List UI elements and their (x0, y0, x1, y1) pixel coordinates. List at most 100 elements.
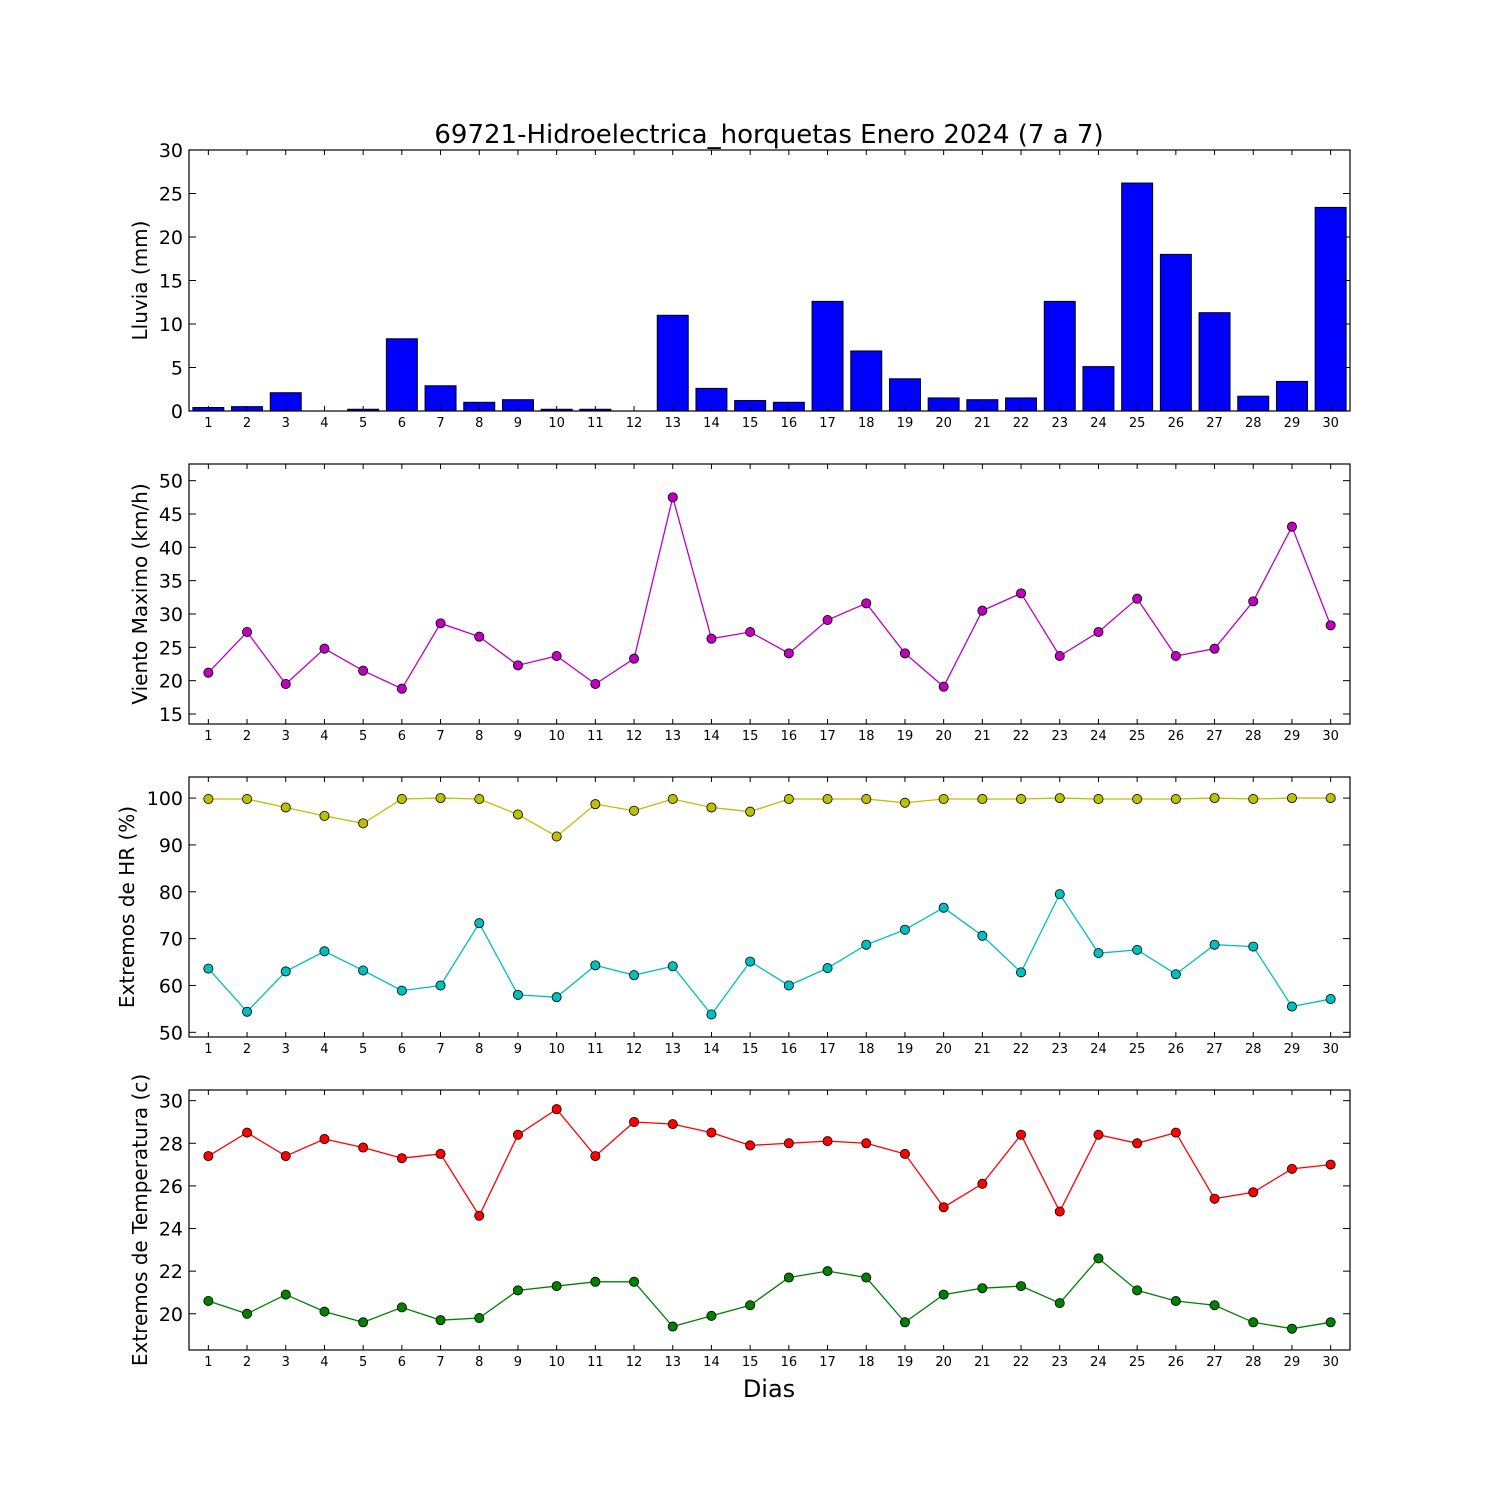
humidity-series-1-point (1093, 948, 1104, 959)
temperature-series-1-point (745, 1300, 756, 1311)
x-tick-label: 8 (475, 416, 483, 431)
humidity-series-0-point (1054, 793, 1065, 804)
humidity-series-1-point (358, 965, 369, 976)
x-tick-label: 8 (475, 1355, 483, 1370)
x-tick-label: 16 (781, 416, 798, 431)
panel-frame (188, 1089, 1351, 1351)
rain-bar (1082, 366, 1115, 412)
wind-series-0-point (474, 631, 485, 642)
humidity-series-1-point (1325, 994, 1336, 1005)
humidity-series-1-point (667, 961, 678, 972)
temperature-series-1-point (977, 1283, 988, 1294)
x-tick-label: 6 (398, 1042, 406, 1057)
x-tick-label: 22 (1013, 416, 1030, 431)
humidity-series-0-point (977, 794, 988, 805)
humidity-series-1-point (938, 902, 949, 913)
y-tick-label: 15 (159, 271, 183, 293)
x-tick-label: 21 (974, 416, 991, 431)
humidity-series-1-point (822, 963, 833, 974)
x-tick-label: 3 (282, 416, 290, 431)
temperature-series-0-point (899, 1148, 910, 1159)
x-tick-label: 14 (703, 416, 720, 431)
humidity-series-0-point (1132, 794, 1143, 805)
y-tick-label: 20 (159, 227, 183, 249)
x-tick-label: 27 (1206, 729, 1223, 744)
panel-frame (188, 776, 1351, 1038)
humidity-series-0-point (1325, 793, 1336, 804)
x-tick-label: 24 (1090, 729, 1107, 744)
x-tick-label: 20 (935, 1042, 952, 1057)
temperature-series-1-point (822, 1266, 833, 1277)
x-tick-label: 1 (204, 729, 212, 744)
humidity-series-0-point (435, 793, 446, 804)
temperature-series-1-point (435, 1315, 446, 1326)
x-tick-label: 28 (1245, 729, 1262, 744)
x-tick-label: 2 (243, 729, 251, 744)
temperature-series-0-point (938, 1202, 949, 1213)
x-tick-label: 16 (781, 729, 798, 744)
x-tick-label: 22 (1013, 1355, 1030, 1370)
temperature-series-0-point (667, 1119, 678, 1130)
x-tick-label: 11 (587, 1355, 604, 1370)
x-tick-label: 30 (1322, 416, 1339, 431)
temperature-series-0-point (1248, 1187, 1259, 1198)
x-tick-label: 10 (548, 416, 565, 431)
humidity-series-1-point (629, 970, 640, 981)
wind-series-0-point (1170, 651, 1181, 662)
rain-bar (385, 338, 418, 412)
x-tick-label: 20 (935, 416, 952, 431)
x-tick-label: 14 (703, 1355, 720, 1370)
wind-series-0-point (1286, 521, 1297, 532)
humidity-series-0-point (938, 794, 949, 805)
wind-series-0-line (207, 497, 1332, 690)
x-tick-label: 23 (1051, 1355, 1068, 1370)
wind-series-0-point (1132, 593, 1143, 604)
humidity-series-0-point (474, 794, 485, 805)
y-tick-label: 80 (159, 882, 183, 904)
temperature-series-0-point (1054, 1206, 1065, 1217)
x-tick-label: 5 (359, 416, 367, 431)
x-tick-label: 18 (858, 416, 875, 431)
temperature-y-axis-label: Extremos de Temperatura (c) (128, 1074, 152, 1366)
x-tick-label: 27 (1206, 416, 1223, 431)
temperature-series-0-point (861, 1138, 872, 1149)
x-tick-label: 27 (1206, 1042, 1223, 1057)
x-tick-label: 3 (282, 1042, 290, 1057)
x-tick-label: 9 (514, 416, 522, 431)
x-tick-label: 13 (664, 1355, 681, 1370)
x-tick-label: 9 (514, 729, 522, 744)
x-tick-label: 17 (819, 729, 836, 744)
wind-series-0-point (358, 665, 369, 676)
x-tick-label: 11 (587, 1042, 604, 1057)
humidity-series-1-point (512, 989, 523, 1000)
temperature-series-0-point (551, 1104, 562, 1115)
y-tick-label: 0 (171, 401, 183, 423)
x-tick-label: 15 (742, 1355, 759, 1370)
wind-series-0-point (319, 643, 330, 654)
x-tick-label: 19 (897, 1355, 914, 1370)
x-tick-label: 4 (320, 416, 328, 431)
temperature-series-0-point (358, 1142, 369, 1153)
y-tick-label: 30 (159, 604, 183, 626)
humidity-series-0-point (590, 799, 601, 810)
x-tick-label: 25 (1129, 416, 1146, 431)
temperature-series-1-point (1170, 1295, 1181, 1306)
humidity-series-0-point (242, 794, 253, 805)
x-tick-label: 5 (359, 729, 367, 744)
humidity-series-1-point (1209, 939, 1220, 950)
wind-series-0-point (1093, 627, 1104, 638)
wind-y-axis-label: Viento Maximo (km/h) (128, 483, 152, 704)
temperature-series-1-point (667, 1321, 678, 1332)
x-tick-label: 9 (514, 1355, 522, 1370)
x-tick-label: 28 (1245, 1355, 1262, 1370)
y-tick-label: 28 (159, 1133, 183, 1155)
x-tick-label: 17 (819, 416, 836, 431)
temperature-series-1-point (474, 1313, 485, 1324)
x-tick-label: 19 (897, 729, 914, 744)
y-tick-label: 10 (159, 314, 183, 336)
x-tick-label: 13 (664, 416, 681, 431)
x-tick-label: 6 (398, 416, 406, 431)
humidity-series-0-point (1248, 794, 1259, 805)
